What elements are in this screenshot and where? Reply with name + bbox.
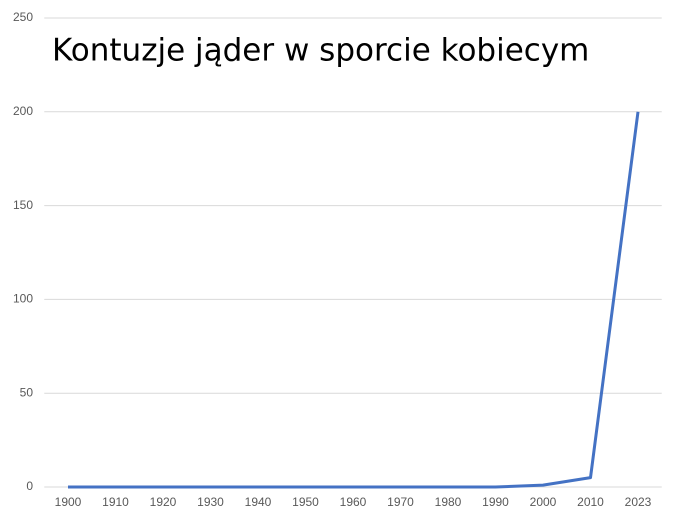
- x-tick-label: 1960: [340, 495, 367, 509]
- y-tick-label: 100: [13, 292, 33, 306]
- x-tick-label: 1950: [292, 495, 319, 509]
- x-tick-label: 1920: [150, 495, 177, 509]
- x-tick-label: 1980: [435, 495, 462, 509]
- x-tick-label: 1940: [245, 495, 272, 509]
- x-tick-label: 1900: [55, 495, 82, 509]
- y-tick-label: 50: [20, 385, 34, 399]
- y-tick-label: 0: [26, 479, 33, 493]
- x-tick-label: 1910: [102, 495, 129, 509]
- y-tick-label: 150: [13, 198, 33, 212]
- y-tick-label: 250: [13, 10, 33, 24]
- x-tick-label: 1930: [197, 495, 224, 509]
- x-tick-label: 2023: [625, 495, 652, 509]
- y-tick-label: 200: [13, 104, 33, 118]
- x-tick-label: 1970: [387, 495, 414, 509]
- data-line: [68, 111, 640, 489]
- x-tick-label: 1990: [482, 495, 509, 509]
- x-tick-label: 2000: [530, 495, 557, 509]
- chart-title: Kontuzje jąder w sporcie kobiecym: [52, 33, 589, 69]
- x-tick-label: 2010: [577, 495, 604, 509]
